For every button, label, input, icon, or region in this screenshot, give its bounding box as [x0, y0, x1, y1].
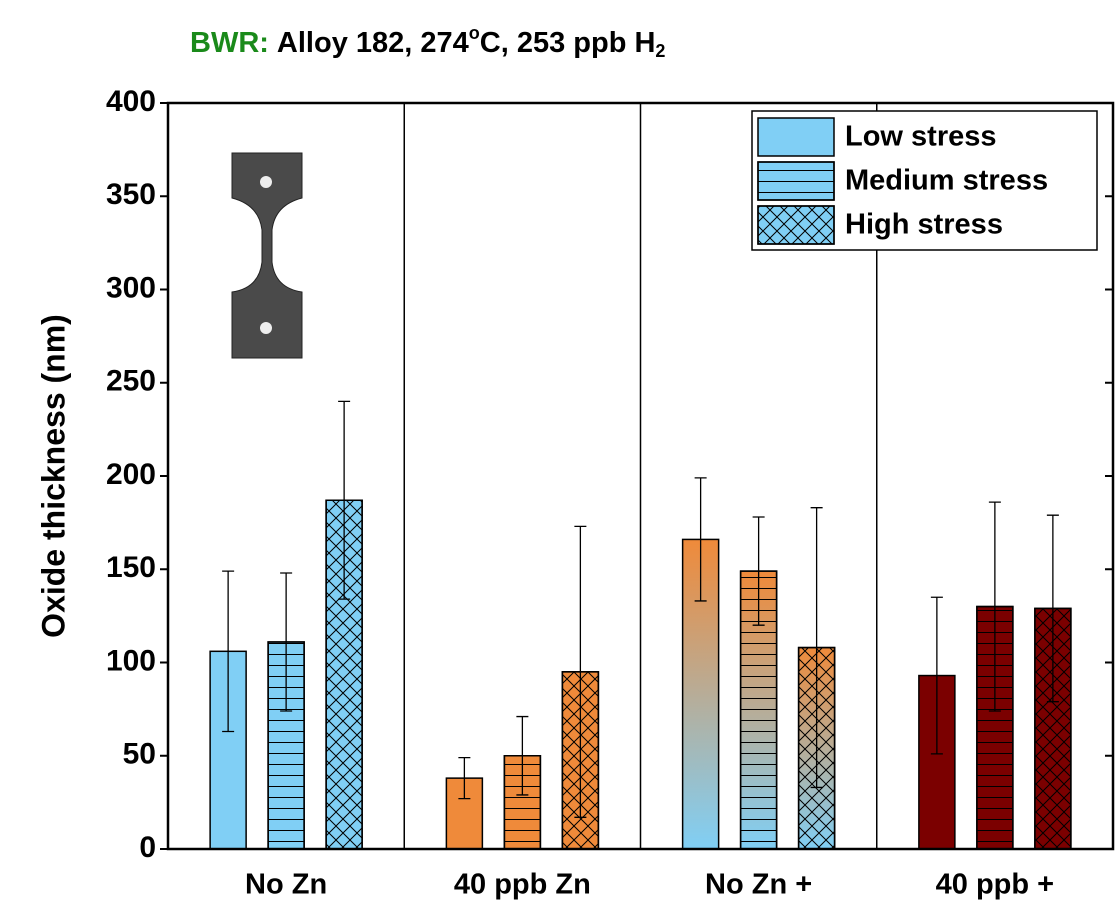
x-tick-label: No Zn [245, 869, 327, 900]
x-tick-label: 40 ppb Zn [454, 869, 591, 900]
y-tick-label: 0 [139, 831, 156, 864]
title-text: Alloy 182, 274 [277, 27, 469, 59]
y-tick-label: 400 [106, 85, 156, 118]
chart-title: BWR:Alloy 182, 274oC, 253 ppb H2 [190, 23, 665, 61]
title-mid: C, 253 ppb H [480, 27, 656, 59]
specimen-inset [232, 153, 302, 358]
legend-label: Medium stress [845, 165, 1048, 197]
title-prefix: BWR: [190, 27, 269, 59]
y-tick-label: 100 [106, 644, 156, 677]
legend-swatch [758, 118, 834, 156]
y-tick-label: 350 [106, 178, 156, 211]
y-tick-label: 200 [106, 458, 156, 491]
y-tick-label: 300 [106, 271, 156, 304]
legend-hatch [758, 162, 834, 200]
y-tick-label: 250 [106, 365, 156, 398]
title-sup: o [469, 23, 480, 43]
y-tick-label: 50 [123, 738, 156, 771]
y-axis-label: Oxide thickness (nm) [35, 314, 71, 638]
y-tick-label: 150 [106, 551, 156, 584]
legend-hatch [758, 206, 834, 244]
legend-label: High stress [845, 209, 1003, 241]
x-tick-label: No Zn + [705, 869, 812, 900]
legend-label: Low stress [845, 121, 997, 153]
x-tick-label: 40 ppb + [936, 869, 1054, 900]
title-sub: 2 [655, 41, 665, 61]
